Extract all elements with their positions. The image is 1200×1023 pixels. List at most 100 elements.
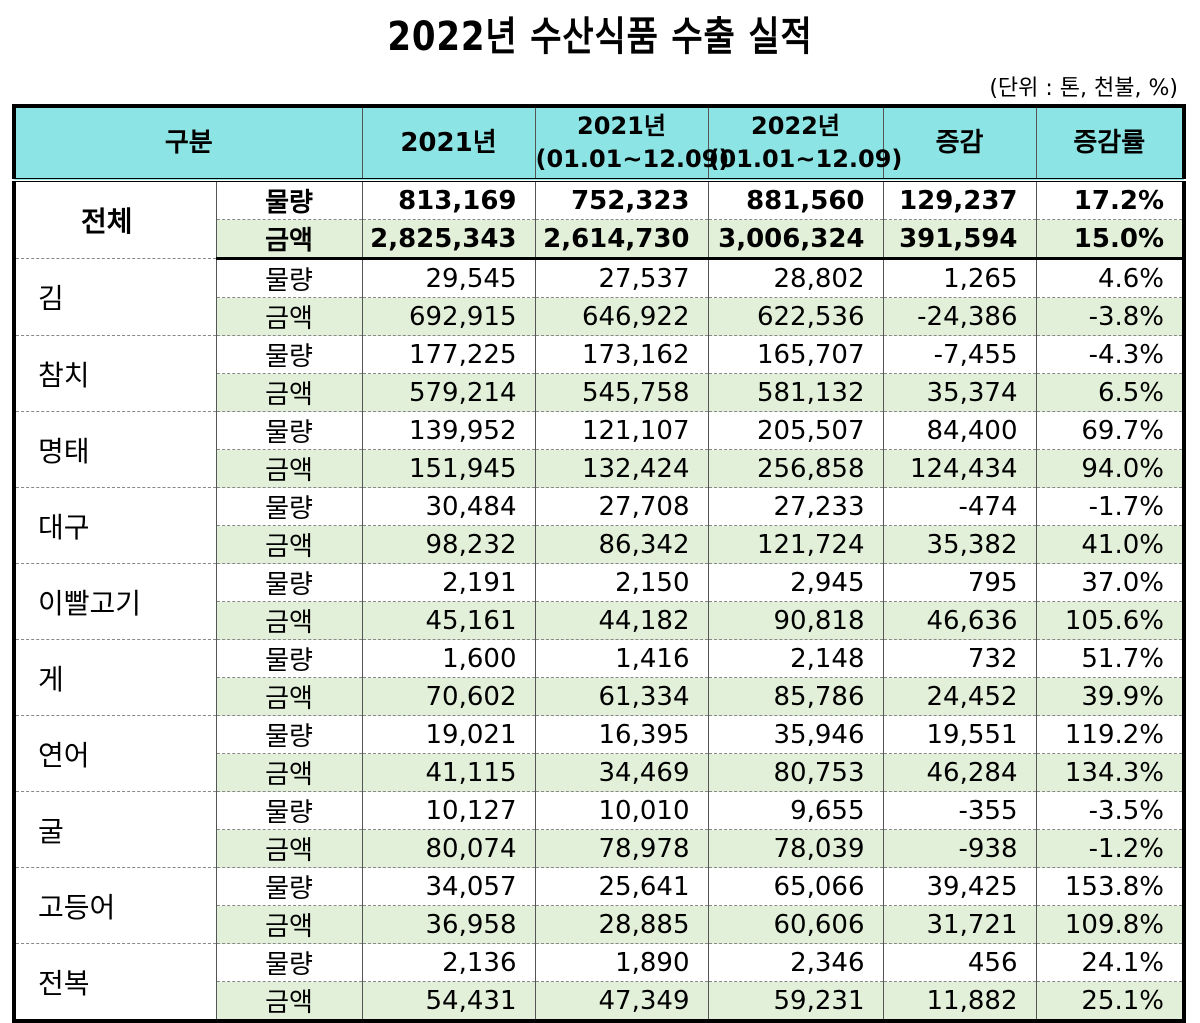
cell-change: -7,455 bbox=[882, 335, 1037, 374]
metric-label: 금액 bbox=[215, 525, 363, 564]
header-2021-period-range: (01.01~12.09) bbox=[535, 145, 730, 173]
cell-2022-period: 85,786 bbox=[707, 677, 884, 716]
cell-2022-period: 65,066 bbox=[707, 867, 884, 906]
metric-label: 금액 bbox=[215, 829, 363, 868]
cell-rate: 17.2% bbox=[1035, 179, 1185, 220]
cell-rate: -1.2% bbox=[1035, 829, 1185, 868]
metric-label: 물량 bbox=[215, 179, 363, 220]
cell-2021-period: 173,162 bbox=[534, 335, 709, 374]
cell-rate: 37.0% bbox=[1035, 563, 1185, 602]
cell-2022-period: 3,006,324 bbox=[707, 219, 884, 260]
cell-2021-period: 2,614,730 bbox=[534, 219, 709, 260]
cell-2021: 1,600 bbox=[361, 639, 536, 678]
metric-label: 물량 bbox=[215, 791, 363, 830]
cell-2022-period: 2,346 bbox=[707, 943, 884, 982]
cell-2022-period: 28,802 bbox=[707, 258, 884, 298]
cell-change: -355 bbox=[882, 791, 1037, 830]
cell-change: 19,551 bbox=[882, 715, 1037, 754]
header-2021-period-year: 2021년 bbox=[577, 112, 666, 140]
cell-2021: 139,952 bbox=[361, 411, 536, 450]
header-change: 증감 bbox=[882, 105, 1037, 182]
table-row: 금액 41,115 34,469 80,753 46,284 134.3% bbox=[14, 753, 1185, 792]
cell-rate: 15.0% bbox=[1035, 219, 1185, 260]
cell-2021-period: 646,922 bbox=[534, 297, 709, 336]
cell-rate: 41.0% bbox=[1035, 525, 1185, 564]
cell-change: 84,400 bbox=[882, 411, 1037, 450]
header-2021-period: 2021년 (01.01~12.09) bbox=[534, 105, 730, 182]
cell-2022-period: 2,945 bbox=[707, 563, 884, 602]
cell-rate: 51.7% bbox=[1035, 639, 1185, 678]
table-row: 금액 80,074 78,978 78,039 -938 -1.2% bbox=[14, 829, 1185, 868]
cell-2021: 692,915 bbox=[361, 297, 536, 336]
cell-change: 391,594 bbox=[882, 219, 1037, 260]
unit-note: (단위 : 톤, 천불, %) bbox=[989, 76, 1178, 101]
cell-change: 11,882 bbox=[882, 981, 1037, 1021]
cell-2022-period: 622,536 bbox=[707, 297, 884, 336]
item-name: 참치 bbox=[13, 335, 217, 412]
cell-rate: -1.7% bbox=[1035, 487, 1185, 526]
cell-2022-period: 80,753 bbox=[707, 753, 884, 792]
cell-2022-period: 881,560 bbox=[707, 179, 884, 220]
cell-2021: 2,136 bbox=[361, 943, 536, 982]
table-row: 전복 물량 2,136 1,890 2,346 456 24.1% bbox=[13, 943, 1185, 1021]
cell-rate: 153.8% bbox=[1035, 867, 1185, 906]
metric-label: 물량 bbox=[215, 335, 363, 374]
cell-change: -24,386 bbox=[882, 297, 1037, 336]
cell-rate: 94.0% bbox=[1035, 449, 1185, 488]
cell-2022-period: 205,507 bbox=[707, 411, 884, 450]
table-row: 고등어 물량 34,057 25,641 65,066 39,425 153.8% bbox=[13, 867, 1185, 944]
metric-label: 물량 bbox=[215, 487, 363, 526]
cell-2022-period: 27,233 bbox=[707, 487, 884, 526]
cell-2021: 813,169 bbox=[361, 179, 536, 220]
table-row: 금액 98,232 86,342 121,724 35,382 41.0% bbox=[14, 525, 1185, 564]
table-row: 굴 물량 10,127 10,010 9,655 -355 -3.5% bbox=[13, 791, 1185, 868]
metric-label: 물량 bbox=[215, 867, 363, 906]
cell-rate: 105.6% bbox=[1035, 601, 1185, 640]
cell-2022-period: 90,818 bbox=[707, 601, 884, 640]
item-name: 김 bbox=[13, 258, 217, 336]
cell-2021: 98,232 bbox=[361, 525, 536, 564]
cell-2021-period: 2,150 bbox=[534, 563, 709, 602]
cell-rate: 6.5% bbox=[1035, 373, 1185, 412]
table-row: 금액 692,915 646,922 622,536 -24,386 -3.8% bbox=[14, 297, 1185, 336]
cell-2022-period: 9,655 bbox=[707, 791, 884, 830]
item-name: 고등어 bbox=[13, 867, 217, 944]
header-change-rate: 증감률 bbox=[1035, 105, 1185, 182]
cell-2021-period: 47,349 bbox=[534, 981, 709, 1021]
cell-2021: 2,825,343 bbox=[361, 219, 536, 260]
cell-2021-period: 61,334 bbox=[534, 677, 709, 716]
cell-2021: 41,115 bbox=[361, 753, 536, 792]
cell-2021: 36,958 bbox=[361, 905, 536, 944]
metric-label: 물량 bbox=[215, 639, 363, 678]
header-2022-period-year: 2022년 bbox=[751, 112, 840, 140]
cell-rate: 119.2% bbox=[1035, 715, 1185, 754]
metric-label: 물량 bbox=[215, 563, 363, 602]
metric-label: 금액 bbox=[215, 297, 363, 336]
table-row: 명태 물량 139,952 121,107 205,507 84,400 69.7% bbox=[13, 411, 1185, 488]
cell-2021: 2,191 bbox=[361, 563, 536, 602]
cell-2021: 70,602 bbox=[361, 677, 536, 716]
cell-2021: 29,545 bbox=[361, 258, 536, 298]
cell-2021: 10,127 bbox=[361, 791, 536, 830]
cell-2021: 177,225 bbox=[361, 335, 536, 374]
table-row: 금액 579,214 545,758 581,132 35,374 6.5% bbox=[14, 373, 1185, 412]
cell-rate: 109.8% bbox=[1035, 905, 1185, 944]
cell-rate: 24.1% bbox=[1035, 943, 1185, 982]
metric-label: 물량 bbox=[215, 411, 363, 450]
item-name: 연어 bbox=[13, 715, 217, 792]
cell-2021-period: 78,978 bbox=[534, 829, 709, 868]
cell-2022-period: 581,132 bbox=[707, 373, 884, 412]
metric-label: 금액 bbox=[215, 219, 363, 260]
cell-change: 46,284 bbox=[882, 753, 1037, 792]
cell-2021-period: 1,416 bbox=[534, 639, 709, 678]
table-row: 금액 36,958 28,885 60,606 31,721 109.8% bbox=[14, 905, 1185, 944]
cell-2021-period: 752,323 bbox=[534, 179, 709, 220]
table-row: 이빨고기 물량 2,191 2,150 2,945 795 37.0% bbox=[13, 563, 1185, 640]
header-2022-period-range: (01.01~12.09) bbox=[708, 145, 903, 173]
cell-change: 124,434 bbox=[882, 449, 1037, 488]
cell-change: -474 bbox=[882, 487, 1037, 526]
item-name: 전복 bbox=[13, 943, 217, 1021]
metric-label: 금액 bbox=[215, 373, 363, 412]
cell-change: 35,374 bbox=[882, 373, 1037, 412]
page-title: 2022년 수산식품 수출 실적 bbox=[387, 14, 813, 60]
